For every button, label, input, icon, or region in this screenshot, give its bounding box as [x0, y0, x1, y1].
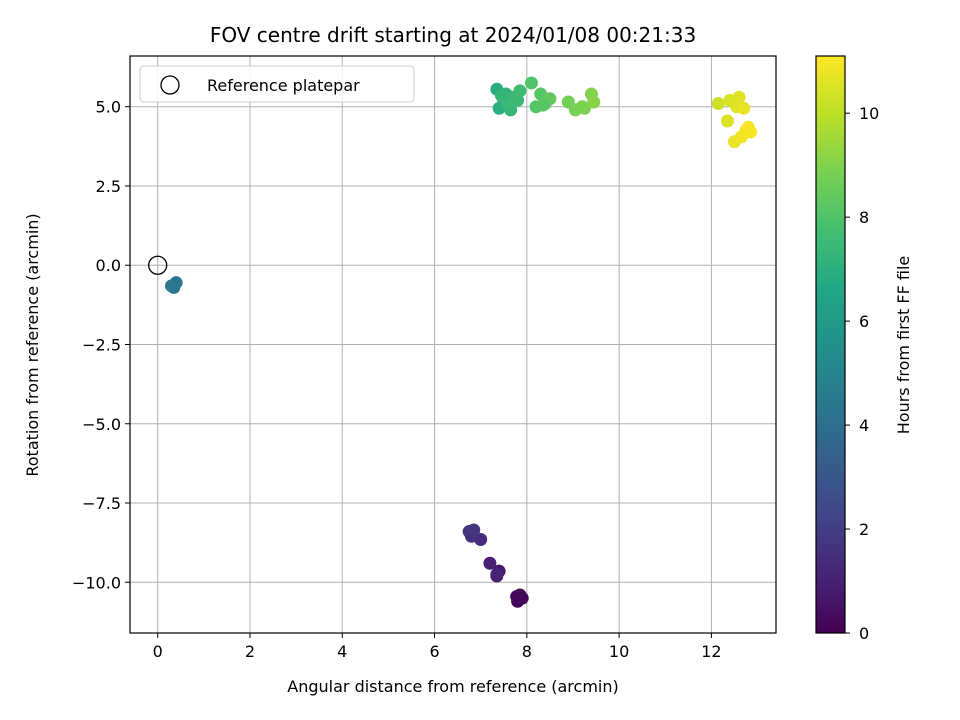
x-tick-label: 4 — [337, 642, 347, 661]
reference-point — [148, 255, 168, 275]
y-tick-label: 2.5 — [96, 177, 121, 196]
grid-lines — [130, 56, 776, 633]
reference-marker — [148, 255, 168, 275]
data-point — [587, 95, 601, 109]
legend-marker-reference — [160, 75, 180, 95]
data-point — [744, 125, 758, 139]
x-tick-label: 6 — [429, 642, 439, 661]
y-tick-label: 0.0 — [96, 256, 121, 275]
chart-title: FOV centre drift starting at 2024/01/08 … — [210, 23, 696, 47]
data-point — [737, 101, 751, 115]
x-tick-label: 2 — [245, 642, 255, 661]
data-point — [578, 101, 592, 115]
colorbar-tick-label: 0 — [859, 624, 869, 643]
data-point — [721, 114, 735, 128]
data-point — [490, 567, 504, 581]
colorbar — [815, 55, 846, 634]
y-axis-ticks: 5.0 2.5 0.0 −2.5 −5.0 −7.5 −10.0 — [72, 98, 130, 592]
legend-box — [139, 65, 415, 103]
data-points — [165, 76, 758, 608]
colorbar-tick-label: 8 — [859, 208, 869, 227]
colorbar-ticks: 0 2 4 6 8 10 — [845, 104, 879, 643]
y-tick-label: −7.5 — [82, 494, 121, 513]
y-axis-label: Rotation from reference (arcmin) — [23, 213, 42, 476]
data-point — [494, 89, 508, 103]
x-axis-label: Angular distance from reference (arcmin) — [287, 677, 618, 696]
x-tick-label: 0 — [153, 642, 163, 661]
data-point — [165, 279, 179, 293]
x-tick-label: 10 — [609, 642, 629, 661]
x-tick-label: 12 — [701, 642, 721, 661]
y-tick-label: −2.5 — [82, 336, 121, 355]
colorbar-tick-label: 6 — [859, 312, 869, 331]
x-tick-label: 8 — [522, 642, 532, 661]
data-point — [711, 97, 725, 111]
x-axis-ticks: 0 2 4 6 8 10 12 — [153, 633, 722, 661]
colorbar-tick-label: 2 — [859, 520, 869, 539]
colorbar-label: Hours from first FF file — [894, 256, 913, 435]
data-point — [467, 523, 481, 537]
colorbar-tick-label: 4 — [859, 416, 869, 435]
data-point — [536, 98, 550, 112]
colorbar-tick-label: 10 — [859, 104, 879, 123]
data-point — [483, 556, 497, 570]
data-point — [524, 76, 538, 90]
data-point — [732, 90, 746, 104]
legend: Reference platepar — [139, 65, 415, 103]
y-tick-label: −5.0 — [82, 415, 121, 434]
data-point — [510, 590, 524, 604]
legend-label-reference: Reference platepar — [207, 76, 360, 95]
y-tick-label: −10.0 — [72, 573, 121, 592]
data-point — [513, 84, 527, 98]
y-tick-label: 5.0 — [96, 98, 121, 117]
